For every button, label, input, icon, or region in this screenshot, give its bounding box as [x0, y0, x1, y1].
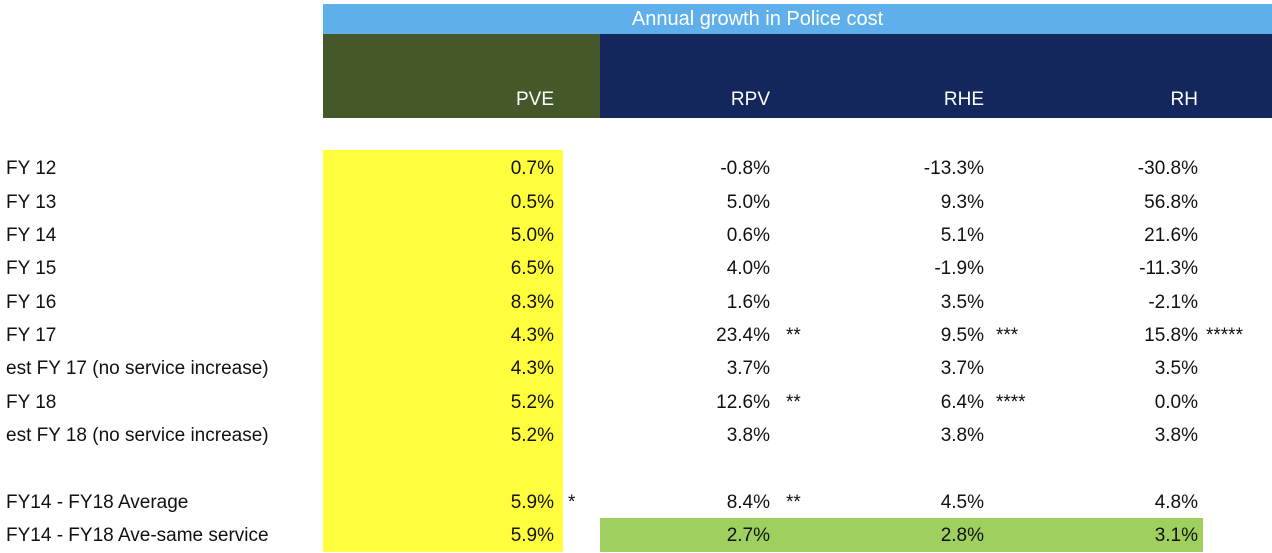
table-row: FY 13 0.5% 5.0% 9.3% 56.8%: [0, 186, 1272, 220]
rpv-value: 0.6%: [726, 225, 770, 246]
other-header-block: [600, 34, 1272, 118]
rh-value: -11.3%: [1139, 258, 1198, 279]
table-row: FY 18 5.2% 12.6% ** 6.4% **** 0.0%: [0, 386, 1272, 420]
pve-footnote-marker: *: [568, 492, 576, 513]
pve-value: 4.3%: [510, 358, 554, 379]
table-row: FY14 - FY18 Average 5.9% * 8.4% ** 4.5% 4.8%: [0, 486, 1272, 520]
rpv-footnote-marker: **: [786, 392, 801, 413]
table-title: Annual growth in Police cost: [323, 4, 1272, 34]
rhe-value: 5.1%: [940, 225, 984, 246]
rpv-value: 12.6%: [716, 392, 770, 413]
row-label: FY 13: [6, 192, 57, 213]
pve-value: 8.3%: [510, 292, 554, 313]
column-header-pve: PVE: [515, 89, 554, 110]
table-row: est FY 17 (no service increase) 4.3% 3.7% 3…: [0, 352, 1272, 386]
table-row: FY14 - FY18 Ave-same service 5.9% 2.7% 2.8%…: [0, 519, 1272, 553]
pve-value: 0.7%: [510, 158, 554, 179]
row-label: FY 14: [6, 225, 57, 246]
rhe-value: 9.5%: [940, 325, 984, 346]
table-row: FY 14 5.0% 0.6% 5.1% 21.6%: [0, 219, 1272, 253]
column-header-rpv: RPV: [730, 89, 770, 110]
pve-value: 5.9%: [510, 492, 554, 513]
rhe-footnote-marker: ****: [996, 392, 1026, 413]
table-row: FY 12 0.7% -0.8% -13.3% -30.8%: [0, 152, 1272, 186]
row-label: est FY 17 (no service increase): [6, 358, 269, 379]
rpv-value: 3.7%: [726, 358, 770, 379]
rhe-footnote-marker: ***: [996, 325, 1019, 346]
row-label: est FY 18 (no service increase): [6, 425, 269, 446]
rhe-value: -13.3%: [923, 158, 984, 179]
rhe-value: 3.5%: [940, 292, 984, 313]
same-service-highlight: [600, 518, 1203, 552]
rh-value: 0.0%: [1154, 392, 1198, 413]
rpv-value: 3.8%: [726, 425, 770, 446]
pve-value: 5.9%: [510, 525, 554, 546]
column-header-rh: RH: [1170, 89, 1198, 110]
rh-value: -30.8%: [1137, 158, 1198, 179]
table-row: FY 15 6.5% 4.0% -1.9% -11.3%: [0, 252, 1272, 286]
rpv-footnote-marker: **: [786, 325, 801, 346]
rpv-value: 8.4%: [726, 492, 770, 513]
pve-value: 5.2%: [510, 425, 554, 446]
rh-value: 3.8%: [1154, 425, 1198, 446]
rhe-value: 3.7%: [940, 358, 984, 379]
rhe-value: 3.8%: [940, 425, 984, 446]
rh-value: 3.1%: [1154, 525, 1198, 546]
rhe-value: 6.4%: [940, 392, 984, 413]
rpv-value: 23.4%: [716, 325, 770, 346]
rh-footnote-marker: *****: [1206, 325, 1243, 346]
rpv-value: -0.8%: [720, 158, 770, 179]
pve-header-block: [323, 34, 600, 118]
pve-value: 5.2%: [510, 392, 554, 413]
rh-value: 4.8%: [1154, 492, 1198, 513]
rpv-value: 5.0%: [726, 192, 770, 213]
rh-value: 15.8%: [1144, 325, 1198, 346]
table-row: FY 17 4.3% 23.4% ** 9.5% *** 15.8% *****: [0, 319, 1272, 353]
rhe-value: 2.8%: [940, 525, 984, 546]
rhe-value: -1.9%: [934, 258, 984, 279]
rhe-value: 9.3%: [940, 192, 984, 213]
rpv-value: 1.6%: [726, 292, 770, 313]
rh-value: -2.1%: [1148, 292, 1198, 313]
table-row: FY 16 8.3% 1.6% 3.5% -2.1%: [0, 286, 1272, 320]
rh-value: 56.8%: [1144, 192, 1198, 213]
row-label: FY 18: [6, 392, 57, 413]
pve-value: 5.0%: [510, 225, 554, 246]
row-label: FY14 - FY18 Ave-same service: [6, 525, 269, 546]
pve-value: 4.3%: [510, 325, 554, 346]
rh-value: 3.5%: [1154, 358, 1198, 379]
pve-value: 6.5%: [510, 258, 554, 279]
rpv-footnote-marker: **: [786, 492, 801, 513]
rpv-value: 4.0%: [726, 258, 770, 279]
column-header-rhe: RHE: [943, 89, 984, 110]
row-label: FY 12: [6, 158, 57, 179]
rhe-value: 4.5%: [940, 492, 984, 513]
pve-value: 0.5%: [510, 192, 554, 213]
row-label: FY14 - FY18 Average: [6, 492, 189, 513]
rh-value: 21.6%: [1144, 225, 1198, 246]
rpv-value: 2.7%: [726, 525, 770, 546]
row-label: FY 16: [6, 292, 57, 313]
table-row: est FY 18 (no service increase) 5.2% 3.8% 3…: [0, 419, 1272, 453]
pve-highlight: [323, 150, 563, 552]
row-label: FY 17: [6, 325, 57, 346]
row-label: FY 15: [6, 258, 57, 279]
